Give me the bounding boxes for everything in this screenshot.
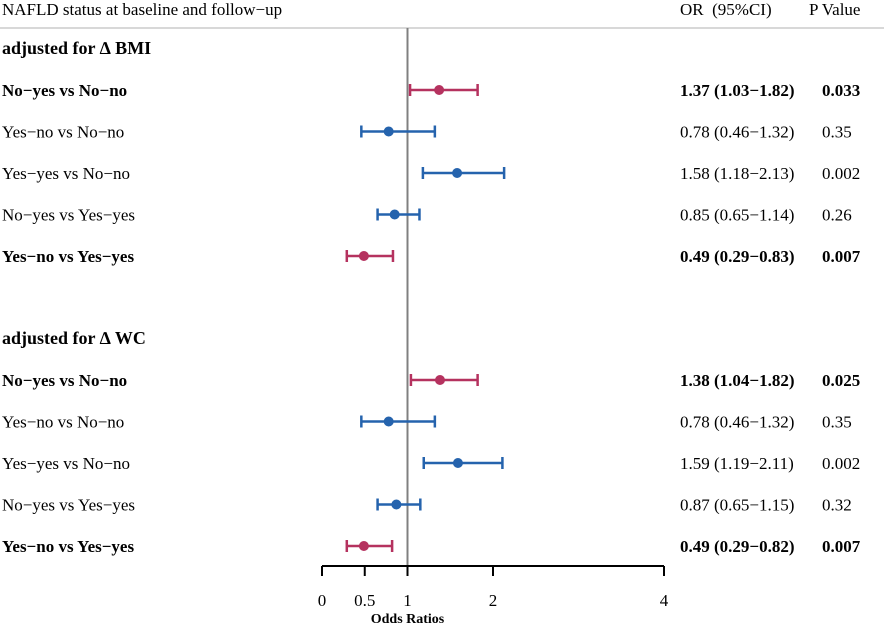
row-or-ci: 1.37 (1.03−1.82)	[680, 81, 795, 100]
row-p-value: 0.002	[822, 164, 860, 183]
row-label: Yes−yes vs No−no	[2, 164, 130, 183]
row-p-value: 0.025	[822, 371, 860, 390]
x-tick-label: 0	[318, 591, 327, 610]
row-label: No−yes vs Yes−yes	[2, 206, 135, 225]
row-label: No−yes vs No−no	[2, 81, 127, 100]
x-tick-label: 2	[489, 591, 498, 610]
header-p: P Value	[809, 0, 860, 19]
row-or-ci: 1.59 (1.19−2.11)	[680, 454, 794, 473]
or-point	[383, 126, 394, 137]
row-label: Yes−no vs Yes−yes	[2, 537, 134, 556]
row-p-value: 0.007	[822, 537, 861, 556]
or-point	[434, 375, 445, 385]
row-p-value: 0.002	[822, 454, 860, 473]
or-point	[358, 541, 369, 551]
row-label: Yes−no vs Yes−yes	[2, 247, 134, 266]
or-point	[452, 458, 463, 468]
or-point	[452, 168, 463, 178]
row-or-ci: 0.49 (0.29−0.82)	[680, 537, 795, 556]
row-p-value: 0.007	[822, 247, 861, 266]
row-or-ci: 0.49 (0.29−0.83)	[680, 247, 795, 266]
header-label: NAFLD status at baseline and follow−up	[2, 0, 282, 19]
row-label: No−yes vs Yes−yes	[2, 496, 135, 515]
or-point	[434, 85, 445, 95]
row-label: Yes−yes vs No−no	[2, 454, 130, 473]
header-or: OR (95%CI)	[680, 0, 772, 19]
or-point	[358, 251, 369, 261]
or-point	[383, 416, 394, 427]
group-title: adjusted for ∆ BMI	[2, 38, 151, 58]
or-point	[389, 209, 400, 220]
row-p-value: 0.033	[822, 81, 860, 100]
x-axis-title: Odds Ratios	[371, 612, 445, 624]
row-or-ci: 1.58 (1.18−2.13)	[680, 164, 794, 183]
row-p-value: 0.32	[822, 496, 852, 515]
row-or-ci: 0.78 (0.46−1.32)	[680, 413, 794, 432]
row-or-ci: 1.38 (1.04−1.82)	[680, 371, 795, 390]
row-or-ci: 0.85 (0.65−1.14)	[680, 206, 794, 225]
x-tick-label: 1	[403, 591, 412, 610]
or-point	[391, 499, 402, 510]
row-label: Yes−no vs No−no	[2, 413, 124, 432]
x-tick-label: 4	[660, 591, 669, 610]
row-p-value: 0.35	[822, 123, 852, 142]
row-p-value: 0.35	[822, 413, 852, 432]
row-label: No−yes vs No−no	[2, 371, 127, 390]
row-or-ci: 0.87 (0.65−1.15)	[680, 496, 794, 515]
row-p-value: 0.26	[822, 206, 852, 225]
row-label: Yes−no vs No−no	[2, 123, 124, 142]
x-tick-label: 0.5	[354, 591, 375, 610]
row-or-ci: 0.78 (0.46−1.32)	[680, 123, 794, 142]
group-title: adjusted for ∆ WC	[2, 328, 146, 348]
